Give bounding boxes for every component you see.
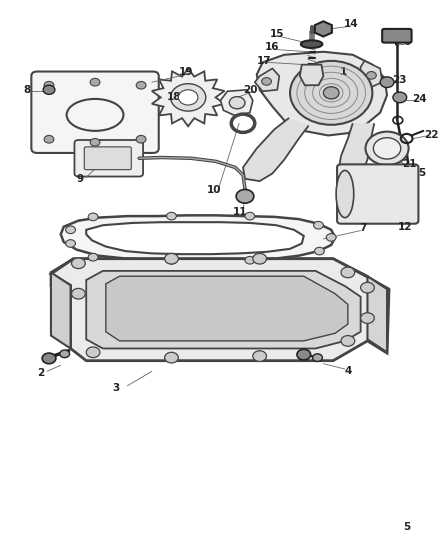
FancyBboxPatch shape [84, 147, 131, 169]
Polygon shape [86, 222, 304, 254]
Polygon shape [315, 21, 332, 37]
Ellipse shape [336, 171, 354, 217]
FancyBboxPatch shape [32, 71, 159, 153]
Circle shape [341, 267, 355, 278]
Circle shape [66, 226, 75, 233]
Circle shape [365, 132, 409, 165]
Text: 5: 5 [403, 522, 410, 531]
Circle shape [367, 71, 376, 79]
Text: 23: 23 [392, 75, 407, 85]
Circle shape [170, 84, 206, 111]
Text: 24: 24 [412, 94, 427, 104]
Circle shape [236, 189, 254, 203]
Polygon shape [255, 68, 279, 91]
Text: 21: 21 [403, 159, 417, 168]
Text: 2: 2 [38, 368, 45, 378]
Polygon shape [152, 68, 224, 126]
Circle shape [86, 347, 100, 358]
Circle shape [253, 253, 267, 264]
Polygon shape [243, 118, 309, 181]
Text: 22: 22 [424, 131, 438, 140]
Text: 15: 15 [270, 29, 285, 39]
Circle shape [314, 221, 323, 229]
Text: 16: 16 [265, 42, 280, 52]
Circle shape [90, 78, 100, 86]
Circle shape [43, 85, 55, 94]
Circle shape [360, 313, 374, 324]
Circle shape [90, 139, 100, 146]
Circle shape [380, 77, 394, 87]
Circle shape [323, 87, 339, 99]
Circle shape [178, 90, 198, 105]
Text: 4: 4 [344, 366, 352, 376]
Circle shape [245, 256, 255, 264]
Circle shape [166, 256, 177, 264]
Circle shape [290, 61, 372, 125]
Polygon shape [300, 64, 323, 85]
FancyBboxPatch shape [382, 29, 412, 43]
Circle shape [88, 253, 98, 261]
Polygon shape [338, 123, 374, 179]
Circle shape [71, 258, 85, 269]
Polygon shape [51, 259, 367, 299]
Circle shape [393, 92, 406, 103]
Polygon shape [220, 90, 253, 116]
Circle shape [166, 212, 177, 220]
Circle shape [165, 253, 178, 264]
Circle shape [136, 135, 146, 143]
Polygon shape [61, 215, 335, 260]
Polygon shape [51, 272, 71, 349]
Circle shape [71, 288, 85, 299]
Text: 17: 17 [257, 56, 272, 66]
Circle shape [261, 78, 272, 85]
Text: 7: 7 [359, 223, 366, 233]
Polygon shape [51, 259, 389, 361]
Text: 14: 14 [343, 19, 358, 29]
FancyBboxPatch shape [337, 164, 418, 224]
Ellipse shape [301, 41, 322, 48]
Circle shape [44, 135, 54, 143]
Text: 18: 18 [167, 92, 182, 102]
Circle shape [314, 247, 325, 255]
FancyBboxPatch shape [74, 140, 143, 176]
Circle shape [326, 233, 336, 241]
Circle shape [253, 351, 267, 361]
Circle shape [360, 282, 374, 293]
Polygon shape [86, 271, 360, 349]
Text: 6: 6 [403, 37, 410, 47]
Circle shape [60, 350, 70, 358]
Text: 10: 10 [206, 185, 221, 195]
Polygon shape [360, 61, 382, 87]
Polygon shape [257, 52, 387, 135]
Text: 5: 5 [418, 168, 425, 179]
Circle shape [165, 352, 178, 363]
Circle shape [373, 138, 401, 159]
Text: 20: 20 [244, 85, 258, 95]
Circle shape [230, 96, 245, 109]
Text: 12: 12 [397, 222, 412, 232]
Text: 11: 11 [233, 206, 247, 216]
Circle shape [44, 82, 54, 89]
Circle shape [66, 240, 75, 247]
Polygon shape [367, 276, 387, 352]
Circle shape [88, 213, 98, 221]
Circle shape [341, 336, 355, 346]
Circle shape [42, 353, 56, 364]
Text: 3: 3 [112, 383, 119, 393]
Polygon shape [106, 276, 348, 341]
Circle shape [136, 82, 146, 89]
Circle shape [313, 354, 322, 361]
Circle shape [245, 212, 255, 220]
Circle shape [297, 349, 311, 360]
Text: 1: 1 [339, 67, 346, 77]
Text: 19: 19 [179, 67, 193, 77]
Text: 8: 8 [24, 85, 31, 95]
Text: 9: 9 [77, 174, 84, 184]
